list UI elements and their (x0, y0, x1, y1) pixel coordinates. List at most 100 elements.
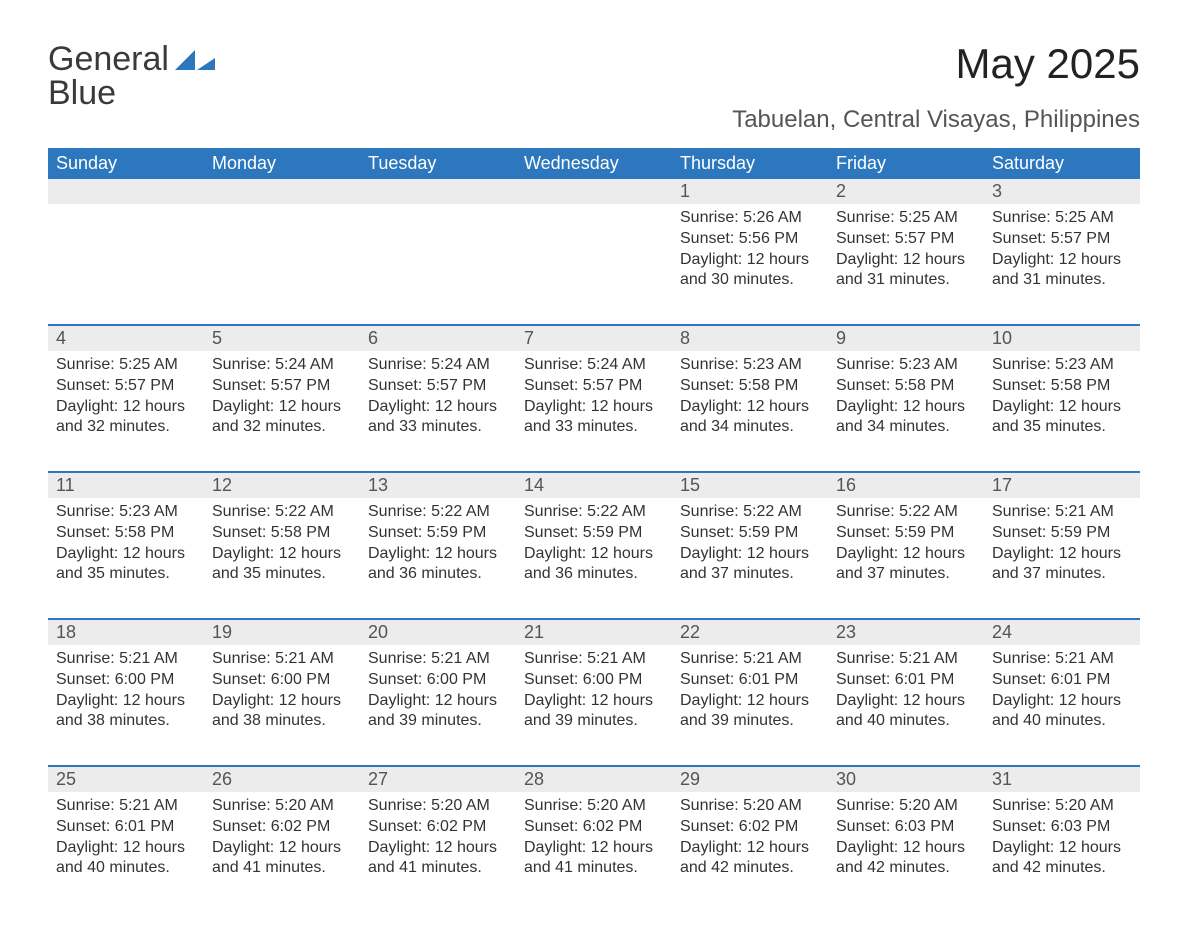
month-title: May 2025 (732, 40, 1140, 88)
day-cell: Sunrise: 5:20 AMSunset: 6:02 PMDaylight:… (360, 792, 516, 912)
day-cell: Sunrise: 5:21 AMSunset: 6:00 PMDaylight:… (360, 645, 516, 765)
day-cell: Sunrise: 5:22 AMSunset: 5:59 PMDaylight:… (672, 498, 828, 618)
day-number: 1 (672, 179, 828, 204)
calendar-week: 25262728293031Sunrise: 5:21 AMSunset: 6:… (48, 765, 1140, 912)
day-number: 3 (984, 179, 1140, 204)
sunrise-text: Sunrise: 5:22 AM (368, 502, 508, 523)
sunrise-text: Sunrise: 5:22 AM (212, 502, 352, 523)
day-cell: Sunrise: 5:23 AMSunset: 5:58 PMDaylight:… (984, 351, 1140, 471)
sunrise-text: Sunrise: 5:25 AM (836, 208, 976, 229)
sunset-text: Sunset: 5:59 PM (524, 523, 664, 544)
day-number: 13 (360, 473, 516, 498)
sunrise-text: Sunrise: 5:20 AM (368, 796, 508, 817)
day-number: 17 (984, 473, 1140, 498)
sunrise-text: Sunrise: 5:25 AM (56, 355, 196, 376)
weekday-header-row: Sunday Monday Tuesday Wednesday Thursday… (48, 148, 1140, 179)
sunset-text: Sunset: 5:58 PM (992, 376, 1132, 397)
day-cell: Sunrise: 5:23 AMSunset: 5:58 PMDaylight:… (672, 351, 828, 471)
day-number: 28 (516, 767, 672, 792)
sunrise-text: Sunrise: 5:23 AM (56, 502, 196, 523)
day-number: 15 (672, 473, 828, 498)
day-number-row: 45678910 (48, 326, 1140, 351)
day-number: 27 (360, 767, 516, 792)
day-number (48, 179, 204, 204)
day-number: 14 (516, 473, 672, 498)
day-cell: Sunrise: 5:25 AMSunset: 5:57 PMDaylight:… (48, 351, 204, 471)
daylight-text: Daylight: 12 hours and 41 minutes. (212, 838, 352, 880)
daylight-text: Daylight: 12 hours and 32 minutes. (56, 397, 196, 439)
day-number: 18 (48, 620, 204, 645)
sunset-text: Sunset: 6:01 PM (56, 817, 196, 838)
day-cell: Sunrise: 5:21 AMSunset: 6:01 PMDaylight:… (984, 645, 1140, 765)
daylight-text: Daylight: 12 hours and 31 minutes. (992, 250, 1132, 292)
brand-sail-icon (175, 44, 215, 70)
sunset-text: Sunset: 6:01 PM (680, 670, 820, 691)
day-cell (516, 204, 672, 324)
sunset-text: Sunset: 5:58 PM (680, 376, 820, 397)
day-number: 6 (360, 326, 516, 351)
sunrise-text: Sunrise: 5:21 AM (56, 796, 196, 817)
sunrise-text: Sunrise: 5:21 AM (56, 649, 196, 670)
sunrise-text: Sunrise: 5:25 AM (992, 208, 1132, 229)
sunset-text: Sunset: 5:59 PM (368, 523, 508, 544)
weekday-header: Saturday (984, 148, 1140, 179)
day-cell: Sunrise: 5:20 AMSunset: 6:03 PMDaylight:… (984, 792, 1140, 912)
day-number (516, 179, 672, 204)
day-number: 25 (48, 767, 204, 792)
daylight-text: Daylight: 12 hours and 36 minutes. (368, 544, 508, 586)
daylight-text: Daylight: 12 hours and 33 minutes. (524, 397, 664, 439)
day-number-row: 25262728293031 (48, 767, 1140, 792)
sunrise-text: Sunrise: 5:22 AM (680, 502, 820, 523)
sunrise-text: Sunrise: 5:20 AM (524, 796, 664, 817)
sunrise-text: Sunrise: 5:26 AM (680, 208, 820, 229)
daylight-text: Daylight: 12 hours and 42 minutes. (680, 838, 820, 880)
sunrise-text: Sunrise: 5:21 AM (368, 649, 508, 670)
day-number: 10 (984, 326, 1140, 351)
weekday-header: Sunday (48, 148, 204, 179)
sunrise-text: Sunrise: 5:23 AM (680, 355, 820, 376)
sunrise-text: Sunrise: 5:20 AM (212, 796, 352, 817)
weekday-header: Monday (204, 148, 360, 179)
day-number: 20 (360, 620, 516, 645)
day-number: 9 (828, 326, 984, 351)
daylight-text: Daylight: 12 hours and 37 minutes. (680, 544, 820, 586)
sunrise-text: Sunrise: 5:24 AM (368, 355, 508, 376)
day-number: 29 (672, 767, 828, 792)
day-cell: Sunrise: 5:20 AMSunset: 6:03 PMDaylight:… (828, 792, 984, 912)
day-cell: Sunrise: 5:21 AMSunset: 6:00 PMDaylight:… (516, 645, 672, 765)
day-number: 11 (48, 473, 204, 498)
brand-word-2: Blue (48, 74, 116, 112)
day-number: 26 (204, 767, 360, 792)
daylight-text: Daylight: 12 hours and 36 minutes. (524, 544, 664, 586)
day-number: 21 (516, 620, 672, 645)
day-cell: Sunrise: 5:21 AMSunset: 6:01 PMDaylight:… (48, 792, 204, 912)
daylight-text: Daylight: 12 hours and 37 minutes. (992, 544, 1132, 586)
sunrise-text: Sunrise: 5:22 AM (836, 502, 976, 523)
sunset-text: Sunset: 6:03 PM (836, 817, 976, 838)
day-cell: Sunrise: 5:22 AMSunset: 5:59 PMDaylight:… (360, 498, 516, 618)
day-cell: Sunrise: 5:25 AMSunset: 5:57 PMDaylight:… (984, 204, 1140, 324)
day-cell: Sunrise: 5:21 AMSunset: 6:00 PMDaylight:… (204, 645, 360, 765)
sunset-text: Sunset: 6:02 PM (680, 817, 820, 838)
sunset-text: Sunset: 5:56 PM (680, 229, 820, 250)
day-cell: Sunrise: 5:26 AMSunset: 5:56 PMDaylight:… (672, 204, 828, 324)
daylight-text: Daylight: 12 hours and 40 minutes. (992, 691, 1132, 733)
weekday-header: Thursday (672, 148, 828, 179)
daylight-text: Daylight: 12 hours and 42 minutes. (836, 838, 976, 880)
daylight-text: Daylight: 12 hours and 30 minutes. (680, 250, 820, 292)
weekday-header: Tuesday (360, 148, 516, 179)
sunset-text: Sunset: 6:03 PM (992, 817, 1132, 838)
sunset-text: Sunset: 5:58 PM (56, 523, 196, 544)
day-cell: Sunrise: 5:20 AMSunset: 6:02 PMDaylight:… (516, 792, 672, 912)
day-number-row: 11121314151617 (48, 473, 1140, 498)
sunset-text: Sunset: 6:00 PM (368, 670, 508, 691)
calendar: Sunday Monday Tuesday Wednesday Thursday… (48, 148, 1140, 912)
day-cell: Sunrise: 5:23 AMSunset: 5:58 PMDaylight:… (828, 351, 984, 471)
location-subtitle: Tabuelan, Central Visayas, Philippines (732, 106, 1140, 134)
day-number: 7 (516, 326, 672, 351)
day-cell: Sunrise: 5:23 AMSunset: 5:58 PMDaylight:… (48, 498, 204, 618)
sunset-text: Sunset: 5:57 PM (524, 376, 664, 397)
day-number (360, 179, 516, 204)
weekday-header: Wednesday (516, 148, 672, 179)
day-number: 19 (204, 620, 360, 645)
